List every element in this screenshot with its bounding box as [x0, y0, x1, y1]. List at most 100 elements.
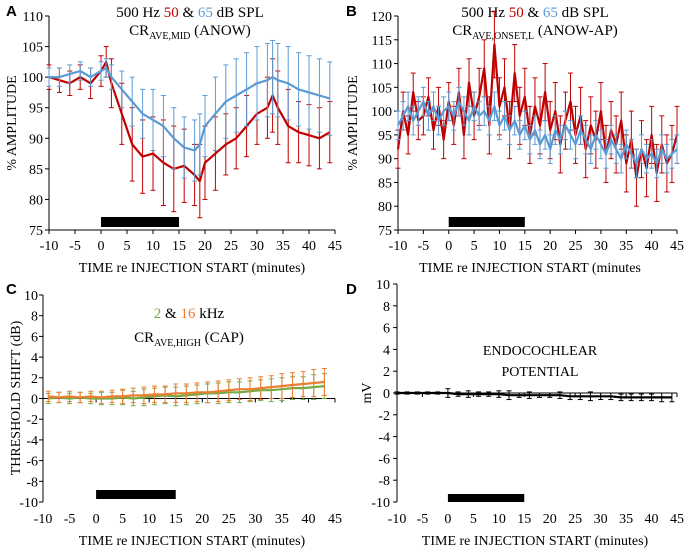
x-tick-label: 5 — [471, 239, 478, 254]
x-tick-label: 40 — [645, 239, 659, 254]
y-tick-label: 110 — [372, 58, 392, 73]
x-tick-label: 5 — [124, 239, 131, 254]
y-tick-label: 80 — [378, 200, 392, 215]
y-tick-label: 8 — [383, 300, 390, 315]
y-tick-label: 100 — [22, 71, 43, 86]
x-tick-label: 30 — [248, 512, 262, 527]
title-segment: 50 — [509, 5, 524, 21]
x-tick-label: 40 — [645, 512, 659, 527]
x-tick-label: 45 — [328, 512, 342, 527]
series-line — [48, 380, 325, 399]
x-tick-label: 20 — [195, 512, 209, 527]
y-tick-label: -6 — [378, 452, 390, 467]
panel-subtitle: CRAVE,MID (ANOW) — [129, 23, 251, 42]
series-line — [397, 100, 678, 165]
title-segment: 65 — [543, 5, 558, 21]
series-16-khz — [45, 367, 327, 405]
panel-b: B 75 80 85 90 95 100 105 110 115 120 -10 -5 0 5 10 15 20 2… — [346, 3, 684, 276]
x-tick-label: 15 — [172, 239, 186, 254]
title-segment: & — [161, 306, 180, 322]
y-tick-label: 0 — [31, 393, 38, 408]
x-tick-label: 30 — [250, 239, 264, 254]
x-tick-label: 35 — [619, 512, 633, 527]
y-tick-label: 85 — [378, 176, 392, 191]
title-segment: dB SPL — [213, 5, 264, 21]
panel-title: 500 Hz 50 & 65 dB SPL — [461, 5, 609, 21]
y-axis-label: % AMPLITUDE — [5, 75, 20, 170]
x-tick-label: 30 — [594, 512, 608, 527]
y-tick-label: 10 — [24, 289, 38, 304]
y-tick-label: 85 — [29, 163, 43, 178]
panel-letter: B — [346, 3, 357, 20]
x-tick-label: -10 — [34, 512, 53, 527]
y-tick-label: 75 — [378, 224, 392, 239]
y-tick-label: 8 — [31, 310, 38, 325]
series-line — [397, 391, 672, 399]
x-tick-label: 5 — [470, 512, 477, 527]
y-tick-label: 75 — [29, 224, 43, 239]
x-tick-label: 20 — [543, 239, 557, 254]
y-axis-label: mV — [360, 383, 375, 404]
y-tick-label: 105 — [371, 81, 392, 96]
y-tick-label: 90 — [378, 153, 392, 168]
subtitle-subscript: AVE,MID — [149, 31, 190, 42]
panel-title-line: ENDOCOCHLEAR — [483, 344, 598, 359]
y-tick-label: 6 — [383, 322, 390, 337]
title-segment: 2 — [154, 306, 162, 322]
x-tick-label: 40 — [301, 512, 315, 527]
x-tick-label: -10 — [40, 239, 59, 254]
title-segment: 500 Hz — [461, 5, 509, 21]
title-segment: 500 Hz — [116, 5, 164, 21]
y-tick-label: -2 — [378, 409, 390, 424]
y-tick-label: 2 — [383, 365, 390, 380]
series-ep — [394, 388, 675, 403]
subtitle-subscript: AVE,ONSET,L — [472, 31, 534, 42]
x-axis-label: TIME re INJECTION START (minutes — [419, 261, 641, 276]
y-tick-label: 120 — [371, 10, 392, 25]
y-tick-label: 10 — [376, 278, 390, 293]
subtitle-main: CR — [134, 330, 154, 346]
series-65-db-spl — [46, 39, 333, 182]
title-segment: dB SPL — [558, 5, 609, 21]
y-tick-label: -10 — [371, 496, 390, 511]
panel-a: A 75 80 85 90 95 100 105 110 -10 -5 0 5 10 15 20 25 30 35 4… — [5, 3, 342, 276]
injection-bar — [447, 494, 525, 502]
x-tick-label: 0 — [445, 239, 452, 254]
panel-c: C -10 -8 -6 -4 -2 0 2 4 6 8 10 -10 -5 0 5 10 15 20 25 30 35 40… — [6, 281, 342, 549]
x-tick-label: 20 — [543, 512, 557, 527]
y-tick-label: 95 — [378, 129, 392, 144]
x-tick-label: 0 — [93, 512, 100, 527]
x-tick-label: 15 — [517, 512, 531, 527]
panel-letter: D — [346, 281, 357, 298]
x-tick-label: 10 — [142, 512, 156, 527]
title-segment: & — [524, 5, 543, 21]
injection-bar — [101, 217, 179, 227]
x-tick-label: -10 — [388, 512, 407, 527]
x-tick-label: -5 — [417, 512, 429, 527]
x-tick-label: 15 — [518, 239, 532, 254]
title-segment: 65 — [198, 5, 213, 21]
y-tick-label: 95 — [29, 102, 43, 117]
panel-title: 500 Hz 50 & 65 dB SPL — [116, 5, 264, 21]
y-tick-label: -2 — [26, 413, 38, 428]
y-tick-label: 6 — [31, 330, 38, 345]
series-65-db-spl — [395, 86, 680, 179]
x-axis-label: TIME re INJECTION START (minutes) — [79, 534, 306, 549]
x-tick-label: 0 — [444, 512, 451, 527]
y-tick-label: -8 — [26, 475, 38, 490]
y-tick-label: 4 — [31, 351, 38, 366]
y-tick-label: 80 — [29, 193, 43, 208]
x-tick-label: 25 — [569, 239, 583, 254]
x-tick-label: 40 — [302, 239, 316, 254]
y-tick-label: -4 — [378, 431, 390, 446]
x-tick-label: 10 — [492, 512, 506, 527]
y-tick-label: 90 — [29, 132, 43, 147]
y-tick-label: 115 — [372, 34, 392, 49]
series-line — [49, 66, 331, 152]
x-tick-label: 20 — [198, 239, 212, 254]
panel-subtitle: CRAVE,ONSET,L (ANOW-AP) — [452, 23, 618, 42]
x-axis-label: TIME re INJECTION START (minutes) — [79, 261, 306, 276]
subtitle-tail: (CAP) — [201, 330, 244, 346]
y-axis-label: % AMPLITUDE — [346, 75, 361, 170]
